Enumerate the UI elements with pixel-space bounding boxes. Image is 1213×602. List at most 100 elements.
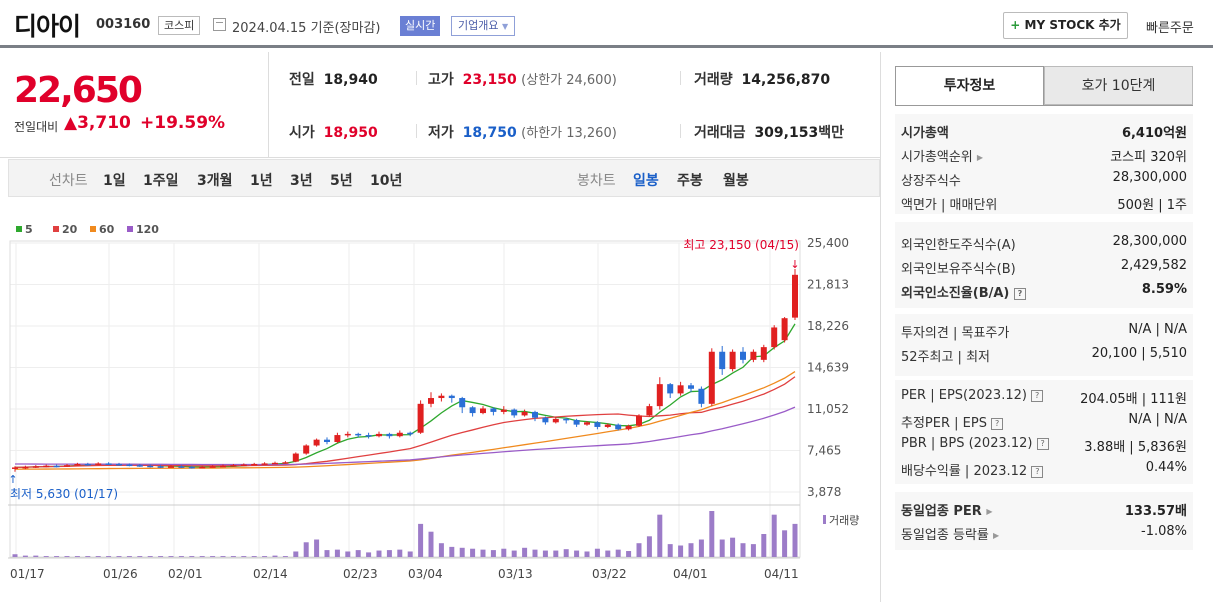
- info-label: 추정PER | EPS: [901, 416, 987, 431]
- candle-body: [12, 467, 18, 469]
- quick-order-link[interactable]: 빠른주문: [1146, 21, 1194, 36]
- candle-body: [708, 351, 715, 404]
- candle-body: [126, 464, 133, 467]
- info-label: 시가총액순위: [901, 150, 973, 165]
- info-row: 투자의견 | 목표주가 N/A | N/A: [901, 322, 1187, 341]
- candle-body: [386, 433, 393, 437]
- volume-bar: [12, 554, 18, 557]
- tab-quote-10[interactable]: 호가 10단계: [1044, 66, 1193, 105]
- company-overview-dropdown[interactable]: 기업개요 ▼: [451, 16, 516, 36]
- chevron-down-icon: ▼: [501, 22, 509, 31]
- candle-weekly[interactable]: 주봉: [677, 173, 703, 189]
- up-arrow-icon: ↑: [8, 473, 17, 486]
- candle-body: [396, 432, 403, 437]
- range-1d[interactable]: 1일: [103, 173, 126, 189]
- info-label: 외국인소진율(B/A): [901, 286, 1010, 301]
- volume-bar: [646, 536, 652, 557]
- candle-body: [698, 388, 705, 404]
- chevron-right-icon: ▶: [976, 153, 984, 162]
- range-3y[interactable]: 3년: [290, 173, 313, 189]
- range-1y[interactable]: 1년: [250, 173, 273, 189]
- candle-body: [594, 422, 601, 427]
- mystock-add-button[interactable]: + MY STOCK 추가: [1003, 12, 1128, 39]
- help-icon[interactable]: ?: [1031, 389, 1044, 402]
- candle-body: [95, 463, 102, 465]
- plot-frame: [9, 240, 801, 558]
- candle-body: [719, 351, 726, 370]
- calendar-icon: [213, 18, 226, 31]
- candle-body: [22, 466, 29, 469]
- candle-body: [32, 466, 39, 468]
- volume-bar: [636, 543, 642, 557]
- volume-bar: [199, 556, 205, 557]
- info-row: 시가총액 6,410억원: [901, 122, 1187, 141]
- price-chart[interactable]: 5 20 60 120 25,400 21,813 18,226 14,639 11,052 7,…: [8, 215, 880, 600]
- range-5y[interactable]: 5년: [330, 173, 353, 189]
- line-chart-label: 선차트: [49, 173, 88, 189]
- candle-body: [303, 445, 310, 454]
- info-label: 외국인보유주식수(B): [901, 262, 1016, 277]
- candle-monthly[interactable]: 월봉: [723, 173, 749, 189]
- amount-label: 거래대금: [694, 125, 746, 141]
- x-tick-label: 03/22: [592, 567, 627, 581]
- price-summary: 22,650 전일대비 ▲3,710 +19.59%: [0, 52, 880, 158]
- volume-bar: [272, 555, 278, 557]
- candle-body: [178, 466, 185, 468]
- low-price: 저가 18,750 (하한가 13,260): [428, 122, 617, 142]
- legend-swatch: [16, 226, 22, 232]
- info-group-opinion: 투자의견 | 목표주가 N/A | N/A 52주최고 | 최저 20,100 | …: [895, 314, 1193, 376]
- range-10y[interactable]: 10년: [370, 173, 403, 189]
- volume-bar: [210, 556, 216, 557]
- current-price: 22,650: [14, 70, 143, 111]
- info-value: 0.44%: [1145, 460, 1187, 475]
- help-icon[interactable]: ?: [1031, 465, 1044, 478]
- candle-body: [355, 433, 362, 436]
- info-row[interactable]: 동일업종 PER ▶ 133.57배: [901, 500, 1187, 519]
- info-row[interactable]: 동일업종 등락률 ▶ -1.08%: [901, 524, 1187, 543]
- help-icon[interactable]: ?: [1036, 437, 1049, 450]
- volume-bar: [251, 556, 257, 557]
- high-annotation: 최고 23,150 (04/15): [683, 238, 799, 252]
- range-3m[interactable]: 3개월: [197, 173, 233, 189]
- info-row[interactable]: 시가총액순위 ▶ 코스피 320위: [901, 146, 1187, 165]
- candle-daily[interactable]: 일봉: [633, 173, 659, 189]
- range-1w[interactable]: 1주일: [143, 173, 179, 189]
- volume-bar: [709, 511, 715, 557]
- info-row: 추정PER | EPS ? N/A | N/A: [901, 412, 1187, 431]
- volume-bar: [418, 523, 424, 557]
- candle-body: [677, 385, 684, 394]
- info-value: 코스피 320위: [1110, 150, 1187, 165]
- prev-close: 전일 18,940: [289, 69, 378, 89]
- tab-invest-info[interactable]: 투자정보: [895, 66, 1044, 105]
- prev-close-value: 18,940: [323, 72, 378, 88]
- candle-body: [261, 463, 268, 465]
- info-row: 상장주식수 28,300,000: [901, 170, 1187, 189]
- candle-body: [469, 407, 476, 414]
- info-row: 외국인한도주식수(A) 28,300,000: [901, 234, 1187, 253]
- help-icon[interactable]: ?: [991, 417, 1004, 430]
- change-label: 전일대비: [14, 120, 59, 134]
- volume-bar: [626, 551, 632, 557]
- info-row: 외국인보유주식수(B) 2,429,582: [901, 258, 1187, 277]
- candle-body: [573, 420, 580, 425]
- y-tick-label: 18,226: [807, 319, 849, 333]
- candle-body: [428, 398, 434, 404]
- candle-body: [552, 418, 559, 423]
- volume-bar: [698, 539, 704, 557]
- realtime-button[interactable]: 실시간: [400, 16, 441, 36]
- candle-body: [282, 462, 289, 464]
- volume-bar: [168, 556, 174, 557]
- volume-bar: [449, 546, 455, 557]
- candle-body: [344, 433, 351, 436]
- candle-body: [656, 384, 663, 407]
- stock-name: 디아이: [14, 12, 81, 41]
- legend-swatch: [823, 515, 826, 524]
- legend-swatch: [53, 226, 59, 232]
- info-group-market: 시가총액 6,410억원 시가총액순위 ▶ 코스피 320위 상장주식수 28,300…: [895, 114, 1193, 214]
- high-value: 23,150: [462, 72, 517, 88]
- volume-label: 거래량: [694, 72, 733, 88]
- help-icon[interactable]: ?: [1013, 287, 1026, 300]
- y-tick-label: 7,465: [807, 444, 841, 458]
- candle-body: [334, 435, 341, 442]
- volume-bar: [501, 548, 507, 557]
